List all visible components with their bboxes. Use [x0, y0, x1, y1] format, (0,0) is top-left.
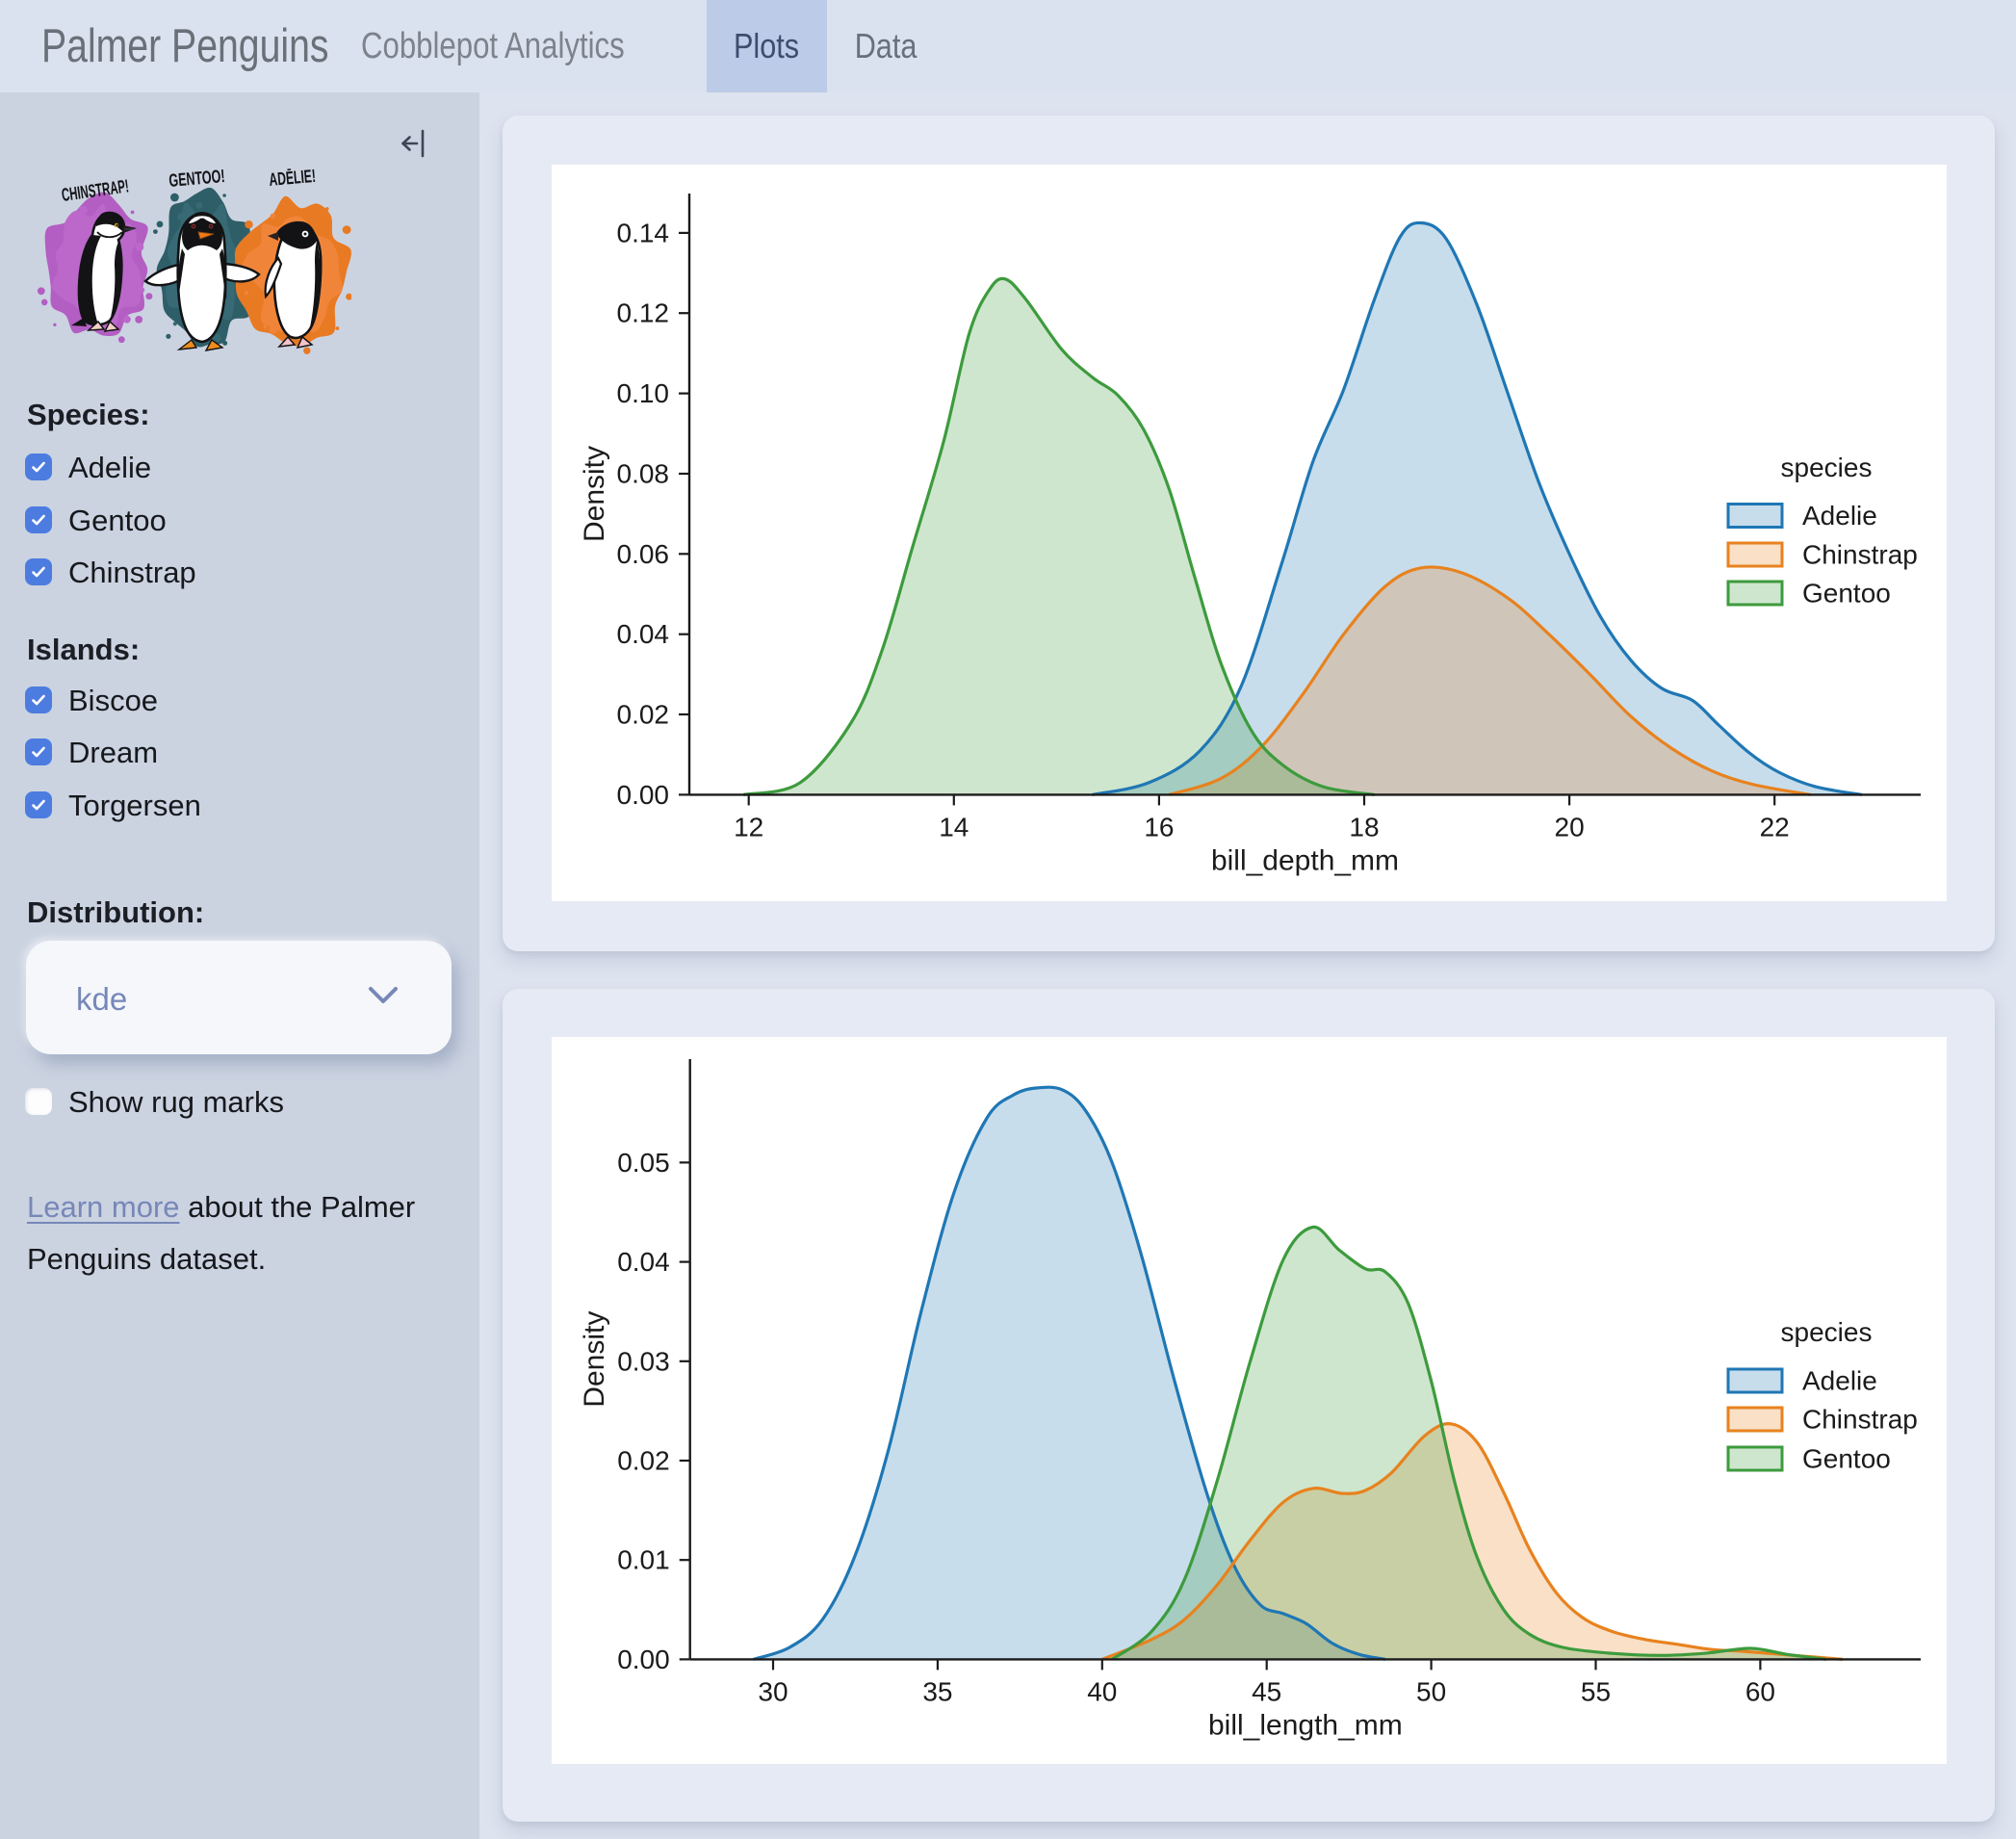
svg-text:Adelie: Adelie [1802, 1366, 1877, 1396]
svg-text:Chinstrap: Chinstrap [1802, 1405, 1918, 1435]
svg-text:0.02: 0.02 [617, 1446, 670, 1476]
svg-text:Density: Density [579, 446, 610, 542]
svg-text:Chinstrap: Chinstrap [1802, 540, 1918, 570]
svg-text:55: 55 [1581, 1676, 1611, 1706]
svg-text:12: 12 [734, 812, 763, 842]
svg-text:45: 45 [1252, 1676, 1281, 1706]
svg-text:Gentoo: Gentoo [1802, 1444, 1891, 1474]
svg-text:GENTOO!: GENTOO! [168, 166, 226, 191]
svg-text:species: species [1781, 1317, 1873, 1347]
svg-text:35: 35 [922, 1676, 952, 1706]
svg-text:60: 60 [1745, 1676, 1775, 1706]
svg-text:14: 14 [939, 812, 969, 842]
svg-text:bill_length_mm: bill_length_mm [1208, 1709, 1403, 1741]
svg-text:18: 18 [1349, 812, 1379, 842]
svg-text:0.00: 0.00 [617, 1645, 670, 1674]
svg-text:0.01: 0.01 [617, 1545, 670, 1575]
svg-text:species: species [1781, 453, 1873, 482]
svg-text:16: 16 [1144, 812, 1174, 842]
svg-text:0.04: 0.04 [617, 1247, 670, 1277]
svg-text:0.06: 0.06 [617, 539, 670, 569]
svg-text:0.02: 0.02 [617, 700, 670, 730]
svg-text:22: 22 [1760, 812, 1790, 842]
svg-text:0.03: 0.03 [617, 1346, 670, 1376]
svg-text:50: 50 [1416, 1676, 1446, 1706]
svg-text:20: 20 [1555, 812, 1585, 842]
svg-text:0.10: 0.10 [617, 378, 670, 408]
svg-text:0.12: 0.12 [617, 298, 670, 328]
svg-text:bill_depth_mm: bill_depth_mm [1211, 844, 1399, 876]
svg-text:ADĒLIE!: ADĒLIE! [268, 166, 316, 191]
svg-text:30: 30 [758, 1676, 788, 1706]
svg-text:0.14: 0.14 [617, 218, 670, 247]
svg-text:0.08: 0.08 [617, 459, 670, 489]
svg-text:0.00: 0.00 [617, 780, 670, 810]
svg-text:Gentoo: Gentoo [1802, 579, 1891, 609]
svg-text:Adelie: Adelie [1802, 501, 1877, 531]
svg-text:0.04: 0.04 [617, 619, 670, 649]
svg-text:Density: Density [579, 1311, 610, 1408]
svg-text:40: 40 [1087, 1676, 1117, 1706]
svg-text:0.05: 0.05 [617, 1148, 670, 1178]
